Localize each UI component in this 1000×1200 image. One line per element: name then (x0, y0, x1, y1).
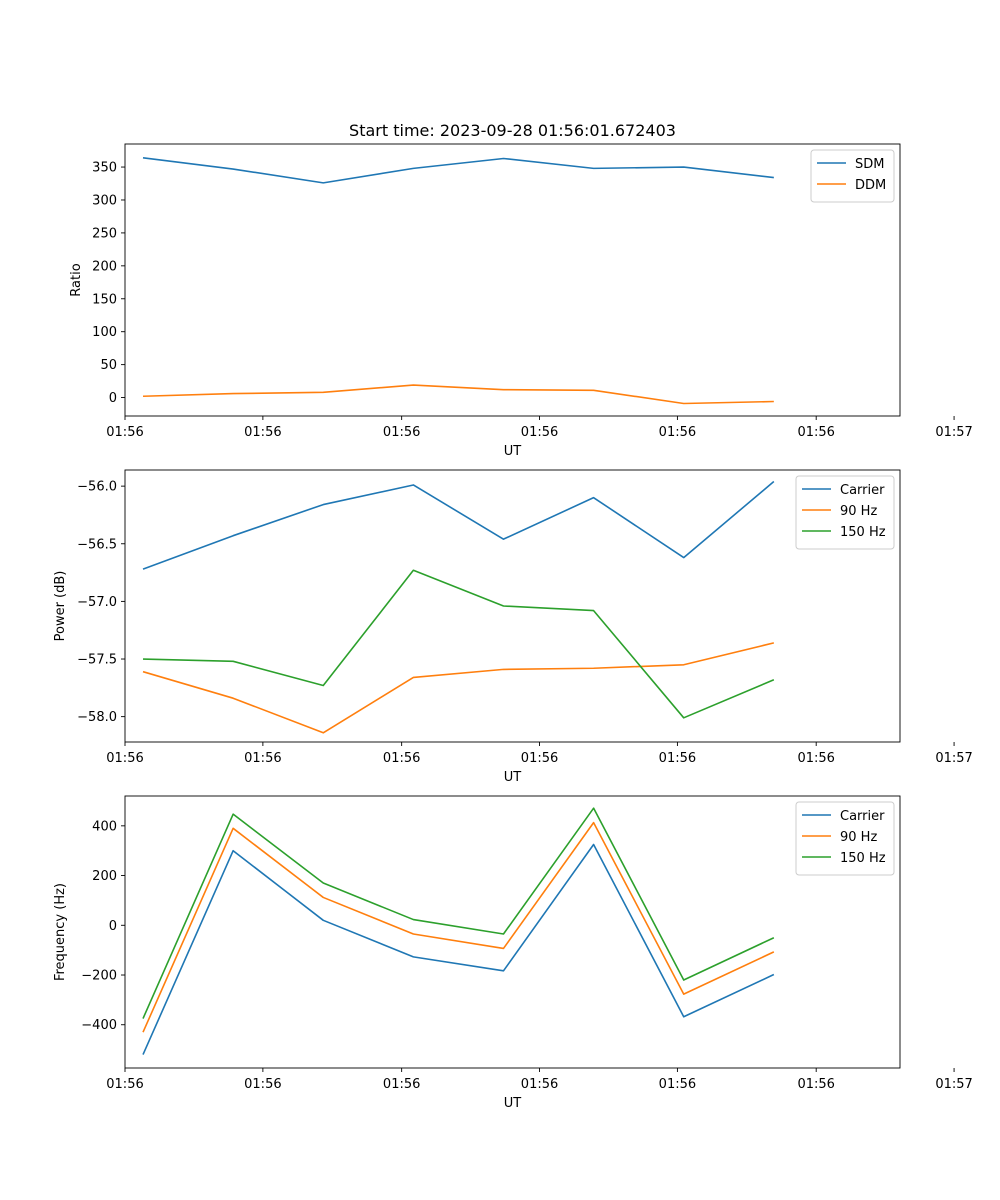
x-tick-label: 01:56 (797, 425, 834, 440)
y-tick-label: 350 (92, 161, 117, 176)
frequency-series-150-hz (142, 807, 775, 1019)
x-tick-label: 01:56 (106, 751, 143, 766)
y-tick-label: 0 (109, 391, 117, 406)
y-axis-label: Ratio (69, 263, 84, 296)
y-tick-label: 200 (92, 259, 117, 274)
x-tick-label: 01:57 (935, 751, 972, 766)
ratio-series-ddm (142, 384, 774, 405)
x-tick-label: 01:56 (521, 425, 558, 440)
y-tick-label: 50 (100, 358, 117, 373)
legend-label: Carrier (840, 809, 885, 824)
y-tick-label: −57.0 (77, 595, 117, 610)
y-tick-label: 400 (92, 819, 117, 834)
x-tick-label: 01:56 (106, 1077, 143, 1092)
frequency-panel: 01:56 01:56 01:56 01:56 01:56 01:56 01:57 −400 −… (53, 795, 973, 1111)
x-axis-label: UT (504, 770, 522, 785)
frequency-series-carrier (142, 843, 775, 1055)
x-tick-label: 01:56 (383, 1077, 420, 1092)
legend-label: SDM (855, 157, 884, 172)
legend-label: 90 Hz (840, 830, 877, 845)
y-axis-label: Frequency (Hz) (53, 883, 68, 981)
x-tick-label: 01:56 (797, 1077, 834, 1092)
legend-label: DDM (855, 178, 886, 193)
x-tick-label: 01:57 (935, 1077, 972, 1092)
x-tick-label: 01:56 (383, 425, 420, 440)
x-tick-label: 01:56 (244, 751, 281, 766)
y-tick-label: −56.0 (77, 480, 117, 495)
y-tick-label: −57.5 (77, 653, 117, 668)
x-tick-label: 01:56 (521, 1077, 558, 1092)
legend-label: Carrier (840, 483, 885, 498)
y-tick-label: 250 (92, 226, 117, 241)
x-axis-label: UT (504, 1096, 522, 1111)
x-tick-label: 01:56 (244, 1077, 281, 1092)
ratio-panel: Start time: 2023-09-28 01:56:01.67240301… (69, 121, 973, 459)
y-tick-label: −400 (81, 1018, 117, 1033)
y-tick-label: −56.5 (77, 537, 117, 552)
x-tick-label: 01:56 (244, 425, 281, 440)
power-series-90-hz (142, 642, 775, 734)
y-tick-label: −58.0 (77, 710, 117, 725)
x-tick-label: 01:57 (935, 425, 972, 440)
power-series-150-hz (142, 569, 775, 719)
legend-label: 150 Hz (840, 851, 886, 866)
x-tick-label: 01:56 (659, 751, 696, 766)
legend-label: 150 Hz (840, 525, 886, 540)
power-axes-frame (124, 469, 901, 743)
x-tick-label: 01:56 (521, 751, 558, 766)
y-tick-label: 200 (92, 869, 117, 884)
y-tick-label: 0 (109, 919, 117, 934)
x-tick-label: 01:56 (797, 751, 834, 766)
ratio-axes-frame (124, 143, 901, 417)
legend-label: 90 Hz (840, 504, 877, 519)
power-panel: 01:56 01:56 01:56 01:56 01:56 01:56 01:57 −58.0… (53, 469, 973, 785)
ratio-series-sdm (142, 157, 774, 184)
legend: SDM DDM (810, 149, 895, 203)
x-tick-label: 01:56 (659, 1077, 696, 1092)
x-tick-label: 01:56 (106, 425, 143, 440)
legend: Carrier 90 Hz 150 Hz (795, 801, 895, 876)
frequency-axes-frame (124, 795, 901, 1069)
frequency-series-90-hz (142, 821, 775, 1033)
x-tick-label: 01:56 (659, 425, 696, 440)
x-tick-label: 01:56 (383, 751, 420, 766)
y-tick-label: 300 (92, 193, 117, 208)
power-series-carrier (142, 480, 775, 570)
y-axis-label: Power (dB) (53, 571, 68, 642)
legend: Carrier 90 Hz 150 Hz (795, 475, 895, 550)
y-tick-label: 150 (92, 292, 117, 307)
x-axis-label: UT (504, 444, 522, 459)
chart-title: Start time: 2023-09-28 01:56:01.672403 (349, 121, 676, 140)
y-tick-label: 100 (92, 325, 117, 340)
y-tick-label: −200 (81, 969, 117, 984)
